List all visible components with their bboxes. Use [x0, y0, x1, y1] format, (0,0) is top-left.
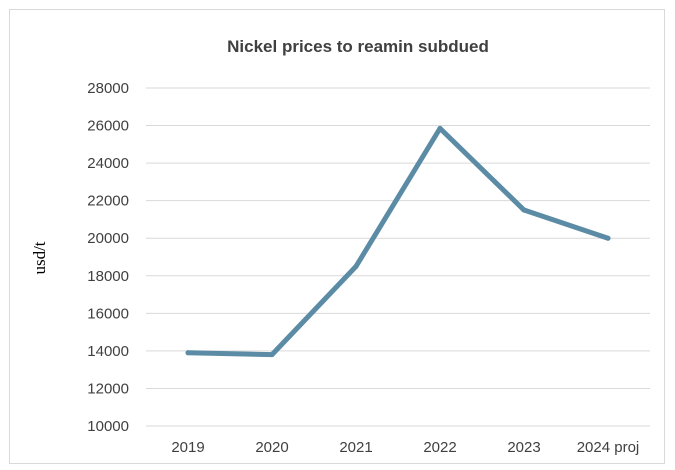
x-tick-label: 2021	[339, 439, 372, 456]
x-tick-label: 2019	[171, 439, 204, 456]
x-tick-label: 2022	[423, 439, 456, 456]
y-tick-label: 18000	[87, 268, 129, 285]
data-point	[185, 350, 191, 356]
data-point	[353, 263, 359, 269]
y-tick-label: 28000	[87, 80, 129, 97]
data-point	[437, 125, 443, 131]
series-layer	[185, 125, 611, 358]
y-tick-label: 26000	[87, 118, 129, 135]
gridlines	[146, 87, 650, 427]
y-tick-label: 14000	[87, 343, 129, 360]
y-axis-label: usd/t	[30, 241, 49, 274]
data-point	[605, 235, 611, 241]
x-tick-label: 2020	[255, 439, 288, 456]
y-tick-label: 16000	[87, 305, 129, 322]
y-tick-label: 10000	[87, 418, 129, 435]
y-tick-label: 20000	[87, 230, 129, 247]
data-point	[521, 207, 527, 213]
x-tick-label: 2023	[507, 439, 540, 456]
series-line	[185, 125, 611, 358]
y-tick-labels: 10000 12000 14000 16000 18000 20000 22000 24000…	[87, 80, 129, 435]
y-tick-label: 22000	[87, 193, 129, 210]
chart-title: Nickel prices to reamin subdued	[227, 37, 489, 56]
y-tick-label: 12000	[87, 380, 129, 397]
x-tick-labels: 2019 2020 2021 2022 2023 2024 proj	[171, 439, 639, 456]
data-point	[269, 352, 275, 358]
y-tick-label: 24000	[87, 155, 129, 172]
x-tick-label: 2024 proj	[577, 439, 640, 456]
